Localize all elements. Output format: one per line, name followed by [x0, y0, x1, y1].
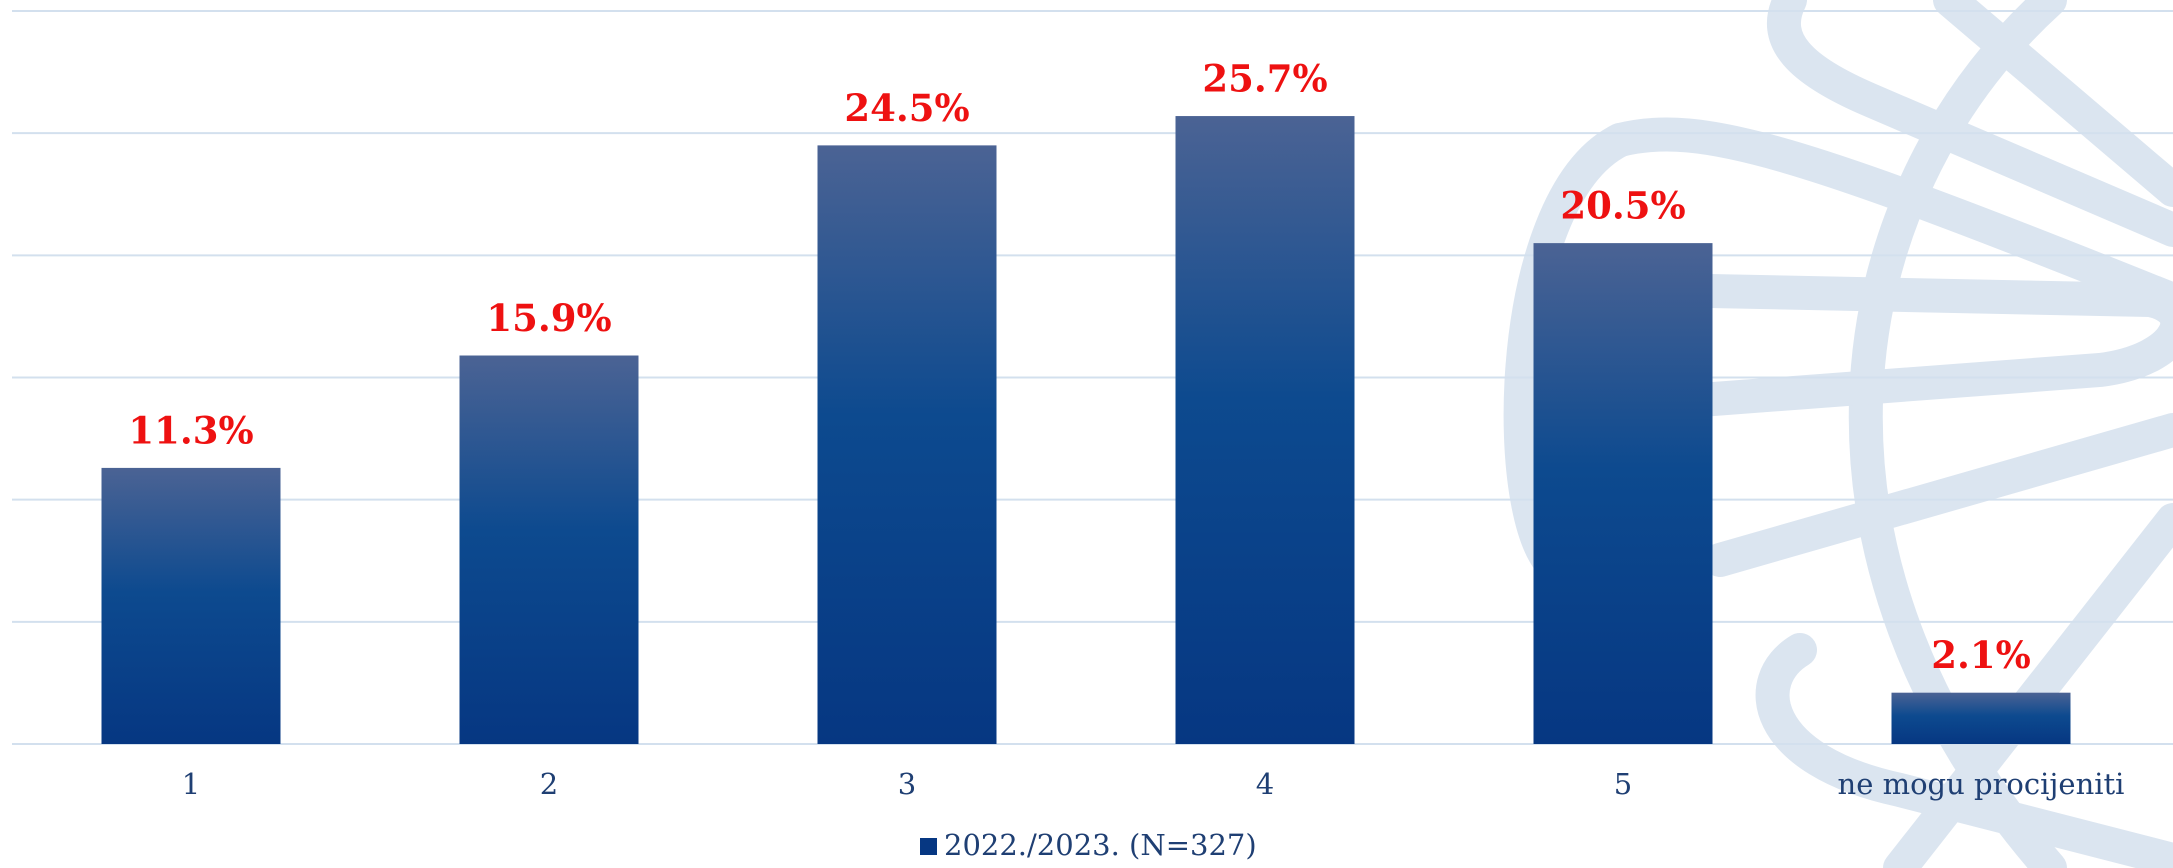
- watermark: [1503, 0, 2173, 868]
- x-tick-label: 4: [1256, 767, 1274, 801]
- bar: [1533, 243, 1713, 744]
- bar: [817, 145, 997, 745]
- x-tick-label: 3: [898, 767, 916, 801]
- data-label: 2.1%: [1931, 633, 2031, 677]
- legend-swatch: [920, 838, 937, 855]
- bar: [459, 355, 639, 744]
- x-tick-label: 2: [540, 767, 558, 801]
- bar: [101, 467, 281, 744]
- x-tick-label: ne mogu procijeniti: [1838, 767, 2125, 801]
- data-label: 11.3%: [128, 408, 253, 452]
- bar: [1175, 116, 1355, 744]
- data-label: 15.9%: [486, 296, 611, 340]
- data-label: 24.5%: [844, 86, 969, 130]
- legend-label: 2022./2023. (N=327): [944, 828, 1257, 862]
- data-label: 20.5%: [1560, 184, 1685, 228]
- bar: [1891, 692, 2071, 744]
- data-label: 25.7%: [1202, 57, 1327, 101]
- x-tick-label: 1: [182, 767, 200, 801]
- x-tick-label: 5: [1614, 767, 1632, 801]
